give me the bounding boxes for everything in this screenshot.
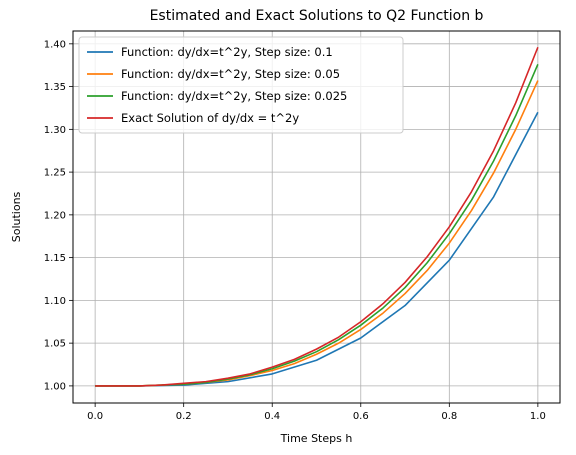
x-tick-label: 0.0 [87,411,103,422]
chart-title: Estimated and Exact Solutions to Q2 Func… [150,8,484,24]
series-lines [95,46,539,387]
x-tick-label: 1.0 [530,411,546,422]
legend-label: Function: dy/dx=t^2y, Step size: 0.1 [121,45,333,59]
y-tick-label: 1.05 [44,339,66,350]
y-axis-label: Solutions [10,191,23,242]
y-tick-label: 1.40 [44,39,66,50]
y-tick-label: 1.15 [44,253,66,264]
x-axis-label: Time Steps h [280,432,353,445]
legend-label: Function: dy/dx=t^2y, Step size: 0.025 [121,89,347,103]
y-tick-label: 1.00 [44,381,66,392]
axis-ticks: 0.0 0.2 0.4 0.6 0.8 1.0 1.00 1.05 1.10 1.15 1.20 1.… [44,39,546,422]
series-line-4 [95,46,539,387]
y-tick-label: 1.35 [44,82,66,93]
y-tick-label: 1.10 [44,296,66,307]
x-tick-label: 0.8 [441,411,457,422]
legend-label: Exact Solution of dy/dx = t^2y [121,111,299,125]
y-tick-label: 1.20 [44,210,66,221]
x-tick-label: 0.4 [264,411,280,422]
plot-frame [72,30,561,404]
y-tick-label: 1.30 [44,125,66,136]
x-tick-label: 0.6 [353,411,369,422]
legend: Function: dy/dx=t^2y, Step size: 0.1 Func… [78,36,404,134]
legend-box [78,36,404,134]
x-tick-label: 0.2 [176,411,192,422]
legend-label: Function: dy/dx=t^2y, Step size: 0.05 [121,67,340,81]
y-tick-label: 1.25 [44,168,66,179]
